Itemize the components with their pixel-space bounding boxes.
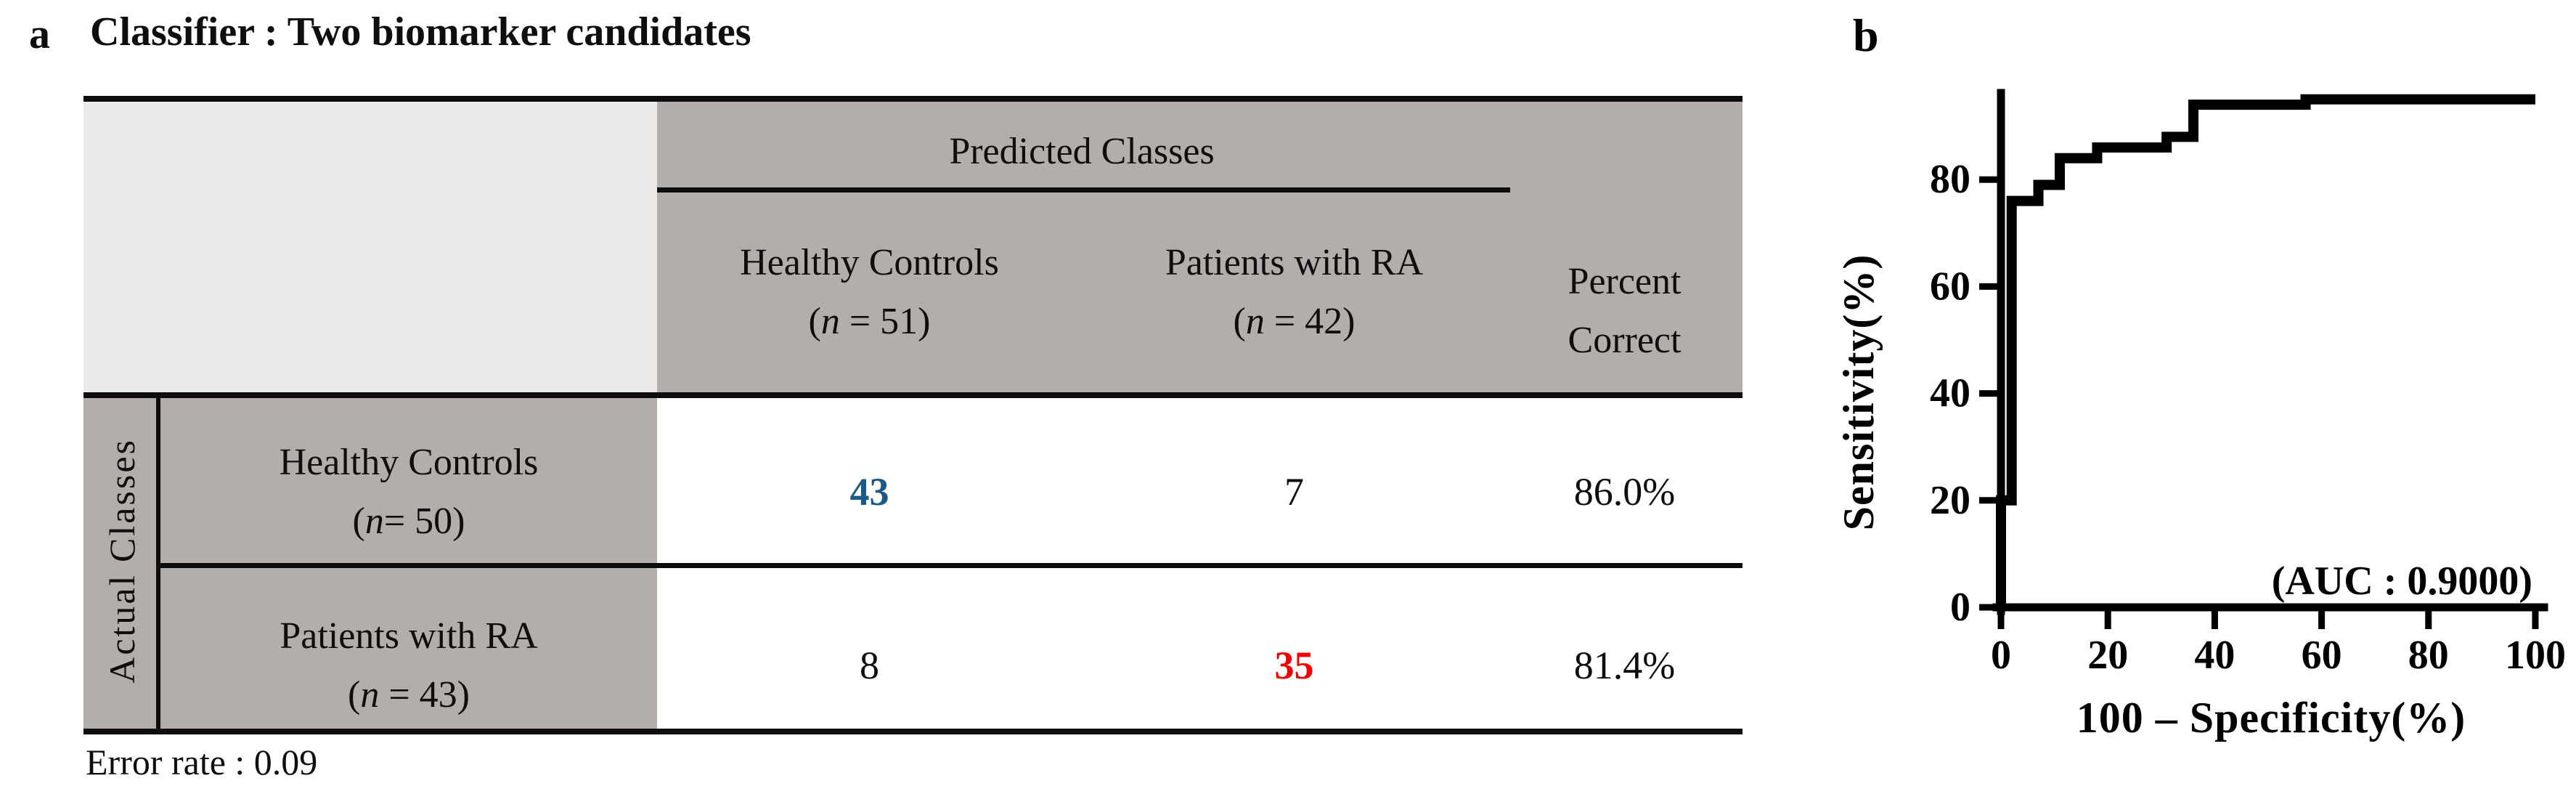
cell-true-ra-pred-ra: 35: [1082, 568, 1507, 746]
actual-classes-divider: [156, 392, 160, 729]
error-rate-note: Error rate : 0.09: [86, 742, 318, 782]
row-header-name: Healthy Controls: [279, 441, 539, 483]
table-header-background: [657, 102, 1743, 392]
y-tick-label: 0: [1950, 585, 1970, 630]
confusion-value: 8: [860, 643, 879, 687]
column-header-n: (n = 51): [808, 300, 931, 342]
column-header-n: (n = 42): [1233, 300, 1356, 342]
cell-true-healthy-pred-healthy: 43: [657, 398, 1082, 575]
x-tick-label: 0: [1991, 633, 2011, 678]
x-tick-label: 80: [2408, 633, 2449, 678]
table-top-rule: [83, 96, 1743, 102]
y-tick-label: 60: [1930, 264, 1970, 309]
panel-a-label: a: [29, 10, 50, 57]
row-header-patients-ra: Patients with RA (n = 43): [160, 568, 657, 746]
predicted-classes-header-label: Predicted Classes: [949, 130, 1215, 172]
y-tick-label: 40: [1930, 371, 1970, 416]
y-tick-label: 80: [1930, 157, 1970, 202]
column-header-healthy-controls: Healthy Controls (n = 51): [657, 193, 1082, 392]
table-body-background: [657, 392, 1743, 729]
column-header-patients-ra: Patients with RA (n = 42): [1082, 193, 1507, 392]
auc-annotation: (AUC : 0.9000): [2272, 559, 2532, 604]
predicted-classes-underline: [657, 187, 1510, 193]
x-ticks: 0 20 40 60 80 100: [1991, 607, 2566, 678]
confusion-value: 35: [1274, 643, 1314, 687]
column-header-name: Healthy Controls: [740, 241, 999, 283]
predicted-classes-header: Predicted Classes: [657, 102, 1507, 195]
actual-classes-label: Actual Classes: [102, 437, 142, 684]
row-header-name: Patients with RA: [280, 615, 538, 657]
x-tick-label: 100: [2505, 633, 2566, 678]
x-tick-label: 20: [2087, 633, 2128, 678]
y-ticks: 0 20 40 60 80: [1930, 157, 2001, 630]
cell-true-ra-pred-healthy: 8: [657, 568, 1082, 746]
x-tick-label: 40: [2194, 633, 2235, 678]
cell-percent-row1: 86.0%: [1507, 398, 1743, 575]
y-axis-label: Sensitivity(%): [1835, 254, 1883, 531]
roc-curve: [1996, 94, 2535, 607]
actual-classes-band: Actual Classes: [83, 392, 160, 729]
table-corner-cell: [83, 102, 657, 392]
table-bottom-rule: [83, 729, 1743, 734]
panel-a-title: Classifier : Two biomarker candidates: [90, 9, 751, 54]
percent-correct-line1: Percent: [1568, 260, 1682, 302]
table-rowheader-background: [83, 392, 657, 729]
table-row-divider: [156, 563, 1743, 568]
confusion-matrix-table: Predicted Classes Healthy Controls (n = …: [83, 96, 1743, 734]
confusion-value: 7: [1284, 469, 1304, 514]
panel-b-label: b: [1853, 9, 1879, 61]
x-axis-label: 100 – Specificity(%): [2076, 694, 2466, 742]
row-header-n: (n = 43): [348, 673, 470, 716]
cell-true-healthy-pred-ra: 7: [1082, 398, 1507, 575]
confusion-value: 43: [849, 469, 889, 514]
x-tick-label: 60: [2302, 633, 2342, 678]
y-tick-label: 20: [1930, 478, 1970, 523]
percent-correct-line2: Correct: [1568, 319, 1682, 361]
row-header-healthy-controls: Healthy Controls (n= 50): [160, 398, 657, 575]
percent-correct-header: Percent Correct: [1507, 193, 1743, 411]
percent-value: 81.4%: [1573, 643, 1676, 687]
row-header-n: (n= 50): [352, 500, 465, 542]
column-header-name: Patients with RA: [1165, 241, 1424, 283]
percent-value: 86.0%: [1573, 469, 1676, 514]
table-header-rule: [83, 392, 1743, 398]
cell-percent-row2: 81.4%: [1507, 568, 1743, 746]
